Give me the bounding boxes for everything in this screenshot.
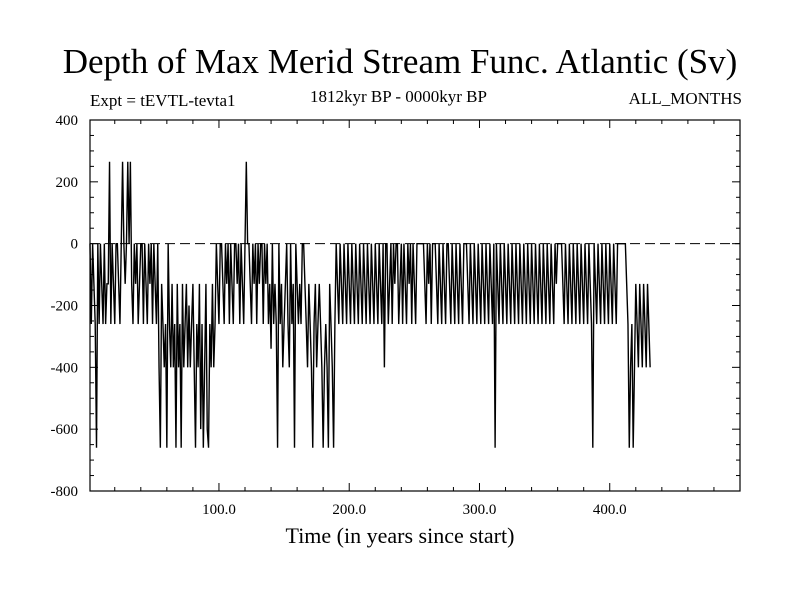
- experiment-label: Expt = tEVTL-tevta1: [90, 91, 236, 110]
- y-tick-label: -600: [51, 422, 79, 438]
- data-series-line: [89, 161, 651, 448]
- y-tick-label: -200: [51, 299, 79, 315]
- x-tick-label: 400.0: [593, 502, 627, 518]
- chart-title: Depth of Max Merid Stream Func. Atlantic…: [62, 42, 738, 81]
- x-tick-label: 300.0: [463, 502, 497, 518]
- period-label: 1812kyr BP - 0000kyr BP: [310, 87, 487, 106]
- y-tick-label: 0: [71, 237, 79, 253]
- y-tick-label: -800: [51, 484, 79, 500]
- x-axis-label: Time (in years since start): [285, 523, 515, 548]
- y-tick-label: 200: [56, 175, 79, 191]
- y-tick-label: 400: [56, 113, 79, 129]
- x-tick-label: 100.0: [202, 502, 236, 518]
- y-tick-label: -400: [51, 360, 79, 376]
- months-label: ALL_MONTHS: [628, 89, 742, 108]
- x-tick-label: 200.0: [332, 502, 366, 518]
